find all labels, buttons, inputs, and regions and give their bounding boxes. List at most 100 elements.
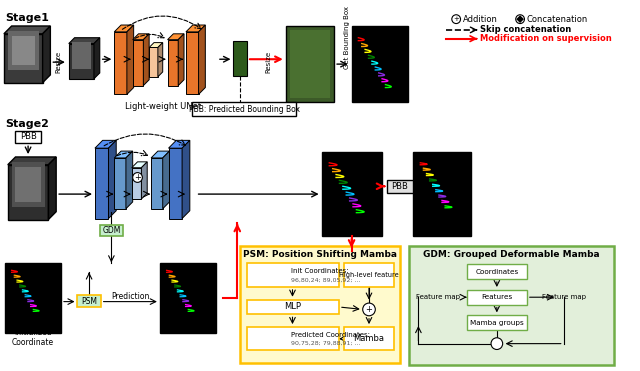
FancyBboxPatch shape xyxy=(467,265,527,279)
Polygon shape xyxy=(8,165,49,220)
Polygon shape xyxy=(127,25,134,94)
Polygon shape xyxy=(143,34,149,86)
Polygon shape xyxy=(68,43,94,79)
Text: Modification on supervision: Modification on supervision xyxy=(481,34,612,43)
Polygon shape xyxy=(168,40,178,86)
FancyBboxPatch shape xyxy=(240,246,400,363)
Text: Addition: Addition xyxy=(463,14,498,24)
Polygon shape xyxy=(178,34,184,86)
Polygon shape xyxy=(8,157,56,165)
FancyBboxPatch shape xyxy=(351,26,408,102)
Polygon shape xyxy=(115,32,127,94)
Polygon shape xyxy=(115,158,126,209)
Polygon shape xyxy=(132,168,141,199)
FancyBboxPatch shape xyxy=(192,102,296,116)
Text: Concatenation: Concatenation xyxy=(527,14,588,24)
Text: Stage1: Stage1 xyxy=(5,13,49,23)
Polygon shape xyxy=(168,148,182,219)
Text: +: + xyxy=(134,173,141,182)
FancyBboxPatch shape xyxy=(289,30,330,98)
Polygon shape xyxy=(95,148,108,219)
Circle shape xyxy=(452,15,461,23)
FancyBboxPatch shape xyxy=(160,263,216,333)
Text: GDM: Grouped Deformable Mamba: GDM: Grouped Deformable Mamba xyxy=(423,250,600,259)
Text: PSM: PSM xyxy=(81,297,97,306)
Polygon shape xyxy=(141,162,147,199)
Text: 90,75,28; 79,88,91; ...: 90,75,28; 79,88,91; ... xyxy=(291,341,360,346)
FancyBboxPatch shape xyxy=(5,263,61,333)
FancyBboxPatch shape xyxy=(387,180,413,193)
Polygon shape xyxy=(168,140,190,148)
Polygon shape xyxy=(516,15,524,23)
FancyBboxPatch shape xyxy=(234,41,247,76)
Polygon shape xyxy=(198,25,205,94)
Polygon shape xyxy=(115,25,134,32)
FancyBboxPatch shape xyxy=(72,42,91,69)
FancyBboxPatch shape xyxy=(344,263,394,287)
FancyBboxPatch shape xyxy=(15,131,41,143)
Text: Skip concatenation: Skip concatenation xyxy=(481,25,572,35)
Text: Predicted Coordinates:: Predicted Coordinates: xyxy=(291,332,369,338)
FancyBboxPatch shape xyxy=(247,263,339,287)
Polygon shape xyxy=(132,40,143,86)
Polygon shape xyxy=(94,38,100,79)
Polygon shape xyxy=(158,43,163,77)
Text: Get Bounding Box: Get Bounding Box xyxy=(344,6,349,69)
Text: PBB: PBB xyxy=(392,182,408,191)
Polygon shape xyxy=(108,140,116,219)
Text: PBB: Predicted Bounding Box: PBB: Predicted Bounding Box xyxy=(189,105,300,114)
Text: Light-weight UNet: Light-weight UNet xyxy=(125,102,201,111)
Polygon shape xyxy=(126,151,132,209)
Text: Feature map: Feature map xyxy=(541,294,586,300)
Text: PBB: PBB xyxy=(20,132,36,141)
Text: Coordinates: Coordinates xyxy=(476,269,518,275)
Circle shape xyxy=(132,173,142,183)
Text: Init Coordinates:: Init Coordinates: xyxy=(291,268,348,274)
Text: +: + xyxy=(453,16,459,22)
Polygon shape xyxy=(132,34,149,40)
Text: GDM: GDM xyxy=(102,226,120,235)
Text: Resize: Resize xyxy=(55,51,61,73)
Polygon shape xyxy=(43,26,51,83)
Polygon shape xyxy=(4,34,43,83)
Text: +: + xyxy=(365,305,372,314)
Circle shape xyxy=(491,338,502,349)
Text: Stage2: Stage2 xyxy=(5,119,49,129)
FancyBboxPatch shape xyxy=(100,225,123,236)
FancyBboxPatch shape xyxy=(344,327,394,351)
FancyBboxPatch shape xyxy=(12,162,45,207)
FancyBboxPatch shape xyxy=(409,246,614,365)
Circle shape xyxy=(516,15,524,23)
Text: MLP: MLP xyxy=(284,302,301,312)
Polygon shape xyxy=(49,157,56,220)
Polygon shape xyxy=(151,151,170,158)
Text: 96,80,24; 89,05,92; ...: 96,80,24; 89,05,92; ... xyxy=(291,278,360,283)
FancyBboxPatch shape xyxy=(467,315,527,330)
Text: PSM: Position Shifting Mamba: PSM: Position Shifting Mamba xyxy=(243,250,397,259)
Text: Mamba: Mamba xyxy=(353,334,385,343)
FancyBboxPatch shape xyxy=(77,295,100,308)
FancyBboxPatch shape xyxy=(285,26,334,102)
Polygon shape xyxy=(186,32,198,94)
Polygon shape xyxy=(182,140,190,219)
FancyBboxPatch shape xyxy=(247,300,339,314)
FancyBboxPatch shape xyxy=(413,152,470,236)
Text: Feature map: Feature map xyxy=(416,294,460,300)
Polygon shape xyxy=(95,140,116,148)
Polygon shape xyxy=(115,151,132,158)
Polygon shape xyxy=(151,158,163,209)
Polygon shape xyxy=(132,162,147,168)
Polygon shape xyxy=(168,34,184,40)
FancyBboxPatch shape xyxy=(321,152,381,236)
FancyBboxPatch shape xyxy=(15,167,41,202)
Polygon shape xyxy=(149,47,158,77)
Text: High-level feature: High-level feature xyxy=(339,272,399,278)
Polygon shape xyxy=(186,25,205,32)
Polygon shape xyxy=(4,26,51,34)
Circle shape xyxy=(363,303,375,316)
Text: Features: Features xyxy=(481,294,513,300)
Text: Initialized
Coordinate: Initialized Coordinate xyxy=(12,328,54,348)
Text: Mamba groups: Mamba groups xyxy=(470,320,524,326)
Polygon shape xyxy=(68,38,100,43)
Polygon shape xyxy=(149,43,163,47)
